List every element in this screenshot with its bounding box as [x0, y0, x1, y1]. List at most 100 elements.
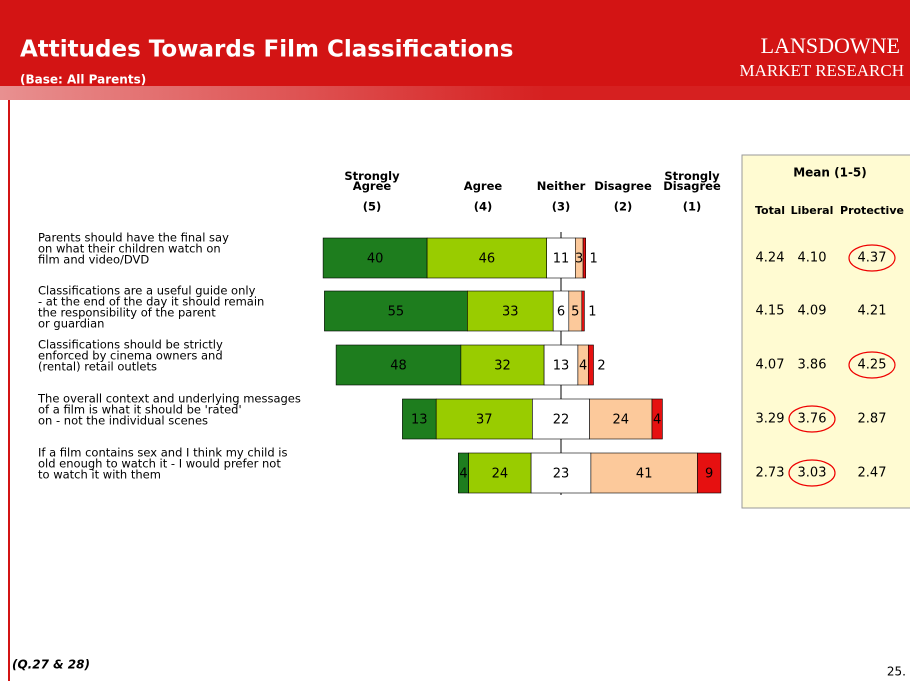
- value-label: 1: [590, 252, 598, 267]
- value-label: 22: [553, 413, 570, 428]
- mean-title: Mean (1-5): [793, 166, 867, 180]
- mean-value: 4.21: [858, 304, 887, 319]
- bar-segment: [467, 290, 554, 332]
- value-label: 6: [557, 305, 565, 320]
- mean-column: Liberal: [791, 204, 834, 217]
- value-label: 24: [492, 467, 509, 482]
- series-name: Agree: [464, 179, 503, 193]
- mean-value: 3.03: [798, 466, 827, 481]
- bar-segment: [589, 398, 653, 440]
- mean-value: 2.73: [756, 466, 785, 481]
- value-label: 40: [367, 252, 384, 267]
- value-label: 9: [705, 467, 713, 482]
- series-code: (4): [474, 200, 493, 214]
- bar-segment: [543, 344, 579, 386]
- mean-value: 4.07: [756, 358, 785, 373]
- series-name: Neither: [537, 179, 586, 193]
- series-code: (1): [683, 200, 702, 214]
- value-label: 23: [553, 467, 570, 482]
- statement: or guardian: [38, 317, 104, 331]
- statement: film and video/DVD: [38, 253, 149, 267]
- subtitle: (Base: All Parents): [20, 73, 146, 87]
- highlight-circle: [788, 405, 836, 433]
- mean-value: 4.09: [798, 304, 827, 319]
- bar-segment: [590, 452, 698, 494]
- series-name-word: Strongly: [664, 169, 720, 183]
- footer-note: (Q.27 & 28): [12, 658, 90, 672]
- value-label: 4: [459, 467, 467, 482]
- value-label: 33: [502, 305, 519, 320]
- mean-value: 4.37: [858, 251, 887, 266]
- statement: old enough to watch it - I would prefer …: [38, 457, 281, 471]
- statement: the responsibility of the parent: [38, 306, 216, 320]
- bar-segment: [651, 398, 663, 440]
- mean-column: Total: [755, 204, 785, 217]
- statement: If a film contains sex and I think my ch…: [38, 446, 288, 460]
- mean-value: 3.86: [798, 358, 827, 373]
- value-label: 24: [613, 413, 630, 428]
- value-label: 13: [553, 359, 570, 374]
- series-code: (2): [614, 200, 633, 214]
- series-name-word: Neither: [537, 179, 586, 193]
- value-label: 4: [653, 413, 661, 428]
- value-label: 37: [476, 413, 493, 428]
- series-name-word: Agree: [353, 179, 392, 193]
- bar-segment: [402, 398, 437, 440]
- bar-segment: [582, 237, 586, 279]
- statement: Classifications should be strictly: [38, 338, 223, 352]
- series-name: Strongly Agree: [344, 169, 400, 193]
- mean-value: 2.87: [858, 412, 887, 427]
- series-name-word: Strongly: [344, 169, 400, 183]
- value-label: 48: [390, 359, 407, 374]
- mean-value: 4.25: [858, 358, 887, 373]
- mean-value: 3.29: [756, 412, 785, 427]
- header-band: [0, 0, 910, 100]
- bar-segment: [435, 398, 533, 440]
- statement: Classifications are a useful guide only: [38, 284, 256, 298]
- value-label: 55: [388, 305, 405, 320]
- mean-value: 4.24: [756, 251, 785, 266]
- bar-segment: [530, 452, 592, 494]
- value-label: 46: [479, 252, 496, 267]
- header-stripe: [0, 86, 910, 100]
- statement: Parents should have the final say: [38, 231, 229, 245]
- mean-column: Protective: [840, 204, 904, 217]
- series-name: Strongly Disagree: [663, 169, 721, 193]
- series-code: (5): [363, 200, 382, 214]
- bar-segment: [532, 398, 590, 440]
- value-label: 5: [571, 305, 579, 320]
- value-label: 13: [411, 413, 428, 428]
- statement: to watch it with them: [38, 468, 161, 482]
- statement: The overall context and underlying messa…: [37, 392, 301, 406]
- highlight-circle: [848, 244, 896, 272]
- value-label: 2: [597, 359, 605, 374]
- statement: on - not the individual scenes: [38, 414, 208, 428]
- series-name-word: Agree: [464, 179, 503, 193]
- mean-value: 2.47: [858, 466, 887, 481]
- series-name-word: Disagree: [594, 179, 652, 193]
- logo-line2: MARKET RESEARCH: [739, 61, 904, 80]
- bar-segment: [335, 344, 462, 386]
- value-label: 3: [575, 252, 583, 267]
- logo-line1: LANSDOWNE: [761, 33, 900, 58]
- highlight-circle: [848, 351, 896, 379]
- bar-segment: [468, 452, 532, 494]
- series-name: Disagree: [594, 179, 652, 193]
- mean-value: 3.76: [798, 412, 827, 427]
- bar-segment: [426, 237, 548, 279]
- value-label: 11: [553, 252, 570, 267]
- bar-segment: [581, 290, 585, 332]
- title: Attitudes Towards Film Classifications: [20, 37, 513, 63]
- statement: on what their children watch on: [38, 242, 221, 256]
- value-label: 32: [494, 359, 511, 374]
- statement: (rental) retail outlets: [38, 360, 157, 374]
- mean-panel: [741, 154, 910, 509]
- value-label: 4: [579, 359, 587, 374]
- value-label: 1: [588, 305, 596, 320]
- left-rule: [8, 100, 10, 681]
- bar-segment: [697, 452, 722, 494]
- statement: - at the end of the day it should remain: [38, 295, 264, 309]
- statement: enforced by cinema owners and: [38, 349, 223, 363]
- series-code: (3): [552, 200, 571, 214]
